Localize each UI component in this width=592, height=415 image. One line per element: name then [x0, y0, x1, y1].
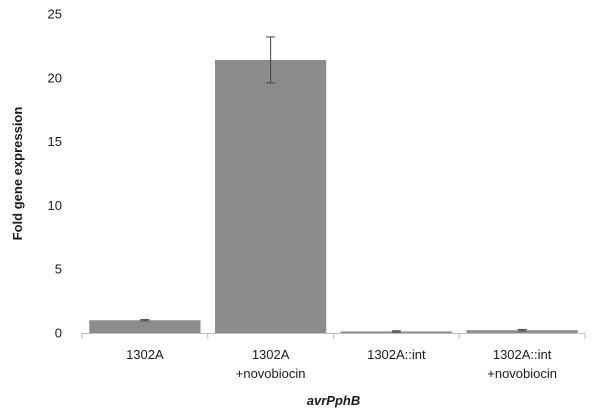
error-bar-0 — [140, 319, 150, 322]
x-axis-ticks: 1302A 1302A+novobiocin 1302A::int 1302A::in… — [81, 333, 586, 381]
error-bar-3 — [517, 328, 527, 332]
y-axis-ticks: 0 5 10 15 20 25 — [48, 7, 62, 341]
y-tick-label-0: 0 — [55, 326, 62, 341]
x-tick-label-3-1: +novobiocin — [487, 366, 557, 381]
y-tick-label-3: 15 — [48, 134, 62, 149]
x-tick-label-1-0: 1302A — [252, 347, 290, 362]
y-tick-label-1: 5 — [55, 262, 62, 277]
x-axis-title: avrPphB — [307, 393, 360, 408]
y-axis-title: Fold gene expression — [10, 107, 25, 241]
y-tick-label-4: 20 — [48, 70, 62, 85]
y-tick-label-5: 25 — [48, 7, 62, 22]
error-bars — [140, 36, 527, 333]
bar-1 — [214, 59, 327, 333]
x-tick-label-3-0: 1302A::int — [493, 347, 552, 362]
x-tick-label-1-1: +novobiocin — [236, 366, 306, 381]
y-tick-label-2: 10 — [48, 198, 62, 213]
error-bar-1 — [266, 36, 276, 84]
error-bar-2 — [391, 330, 401, 333]
bar-3 — [466, 330, 578, 333]
x-tick-label-2-0: 1302A::int — [367, 347, 426, 362]
x-tick-label-0-0: 1302A — [126, 347, 164, 362]
bar-0 — [89, 320, 201, 333]
bars — [89, 59, 578, 333]
